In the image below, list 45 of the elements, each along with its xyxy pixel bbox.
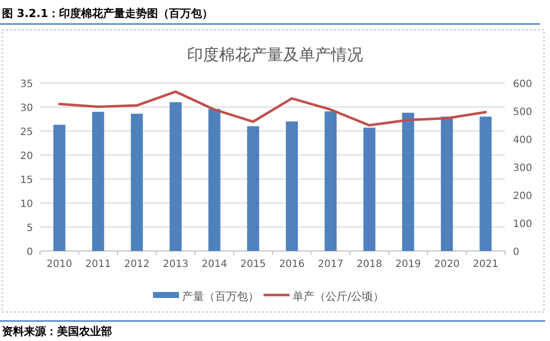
x-tick-label: 2020 — [434, 259, 460, 270]
bar — [480, 116, 492, 251]
caption: 图 3.2.1：印度棉花产量走势图（百万包） — [2, 7, 214, 20]
chart-title: 印度棉花产量及单产情况 — [187, 45, 363, 64]
x-tick-label: 2016 — [279, 259, 305, 270]
x-tick-label: 2013 — [162, 259, 188, 270]
text: 资料来源：美国农业部 — [2, 325, 112, 338]
bar — [208, 108, 220, 251]
bar — [170, 102, 182, 251]
bar — [130, 114, 143, 251]
y-tick-label: 10 — [20, 199, 33, 210]
x-tick-label: 2010 — [46, 259, 72, 270]
y2-tick-label: 200 — [513, 191, 532, 202]
y-tick-label: 0 — [26, 247, 33, 258]
y2-tick-label: 400 — [513, 135, 532, 146]
bar — [440, 116, 453, 251]
x-tick-label: 2017 — [318, 259, 344, 270]
bar — [247, 126, 260, 251]
x-tick-label: 2018 — [356, 259, 382, 270]
x-tick-label: 2014 — [202, 259, 228, 270]
y-tick-label: 5 — [26, 223, 33, 234]
y-tick-label: 20 — [20, 151, 33, 162]
x-tick-label: 2015 — [240, 259, 266, 270]
y-tick-label: 30 — [20, 103, 33, 114]
bar — [286, 121, 298, 251]
x-tick-label: 2011 — [85, 259, 111, 270]
y2-tick-label: 600 — [513, 79, 532, 90]
y2-tick-label: 0 — [513, 247, 520, 258]
bar — [92, 112, 104, 251]
y2-tick-label: 100 — [513, 219, 532, 230]
bar — [324, 111, 337, 251]
y2-tick-label: 500 — [513, 107, 532, 118]
line-series — [58, 90, 487, 127]
bar — [53, 124, 66, 251]
bar — [363, 128, 376, 251]
y2-tick-label: 300 — [513, 163, 532, 174]
y-tick-label: 35 — [20, 79, 33, 90]
legend-label: 产量（百万包） — [182, 290, 259, 303]
x-tick-label: 2012 — [124, 259, 150, 270]
x-tick-label: 2019 — [395, 259, 421, 270]
bar — [402, 112, 414, 251]
y-tick-label: 15 — [20, 175, 33, 186]
x-tick-label: 2021 — [472, 259, 498, 270]
legend-label: 单产（公斤/公顷） — [292, 290, 384, 303]
y-tick-label: 25 — [20, 127, 33, 138]
